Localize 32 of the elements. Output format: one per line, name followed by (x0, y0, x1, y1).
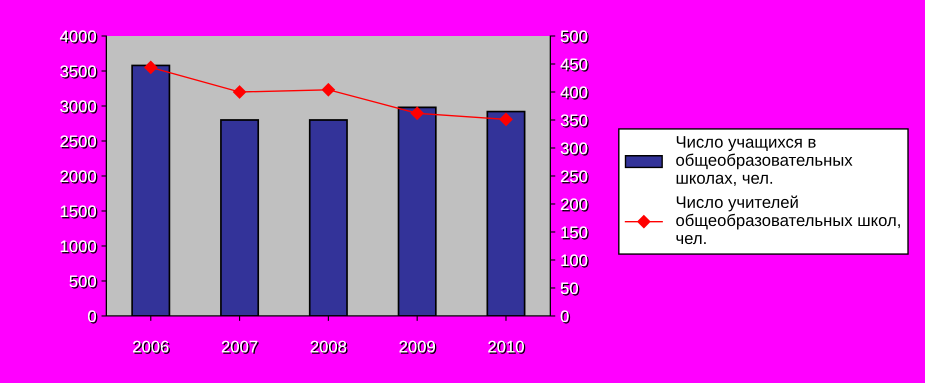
y-tick-label: 1500 (60, 205, 98, 219)
legend-label: Число учителей общеобразовательных школ, чел. (676, 196, 900, 244)
y2-tick-label: 100 (561, 254, 589, 268)
y-tick-label: 2000 (60, 170, 98, 184)
y-tick-label: 3500 (60, 65, 98, 79)
x-tick-label: 2010 (488, 340, 526, 354)
point (232, 85, 246, 99)
x-tick-label: 2009 (399, 340, 436, 354)
y2-tick-label: 0 (560, 310, 570, 324)
y2-tick-label: 450 (560, 58, 589, 72)
y-tick-label: 0 (88, 310, 98, 324)
legend-label: Число учащихся в общеобразовательных школах, чел. (676, 136, 852, 186)
x-tick-label: 2007 (222, 340, 259, 354)
x-tick-label: 2006 (133, 340, 170, 354)
point (410, 106, 424, 120)
y2-tick-label: 250 (560, 170, 589, 184)
point (144, 60, 158, 74)
point (322, 83, 335, 96)
y2-tick-label: 50 (560, 282, 580, 296)
y-tick-label: 4000 (60, 30, 98, 44)
y-tick-label: 3000 (60, 100, 98, 114)
y2-tick-label: 500 (560, 30, 589, 44)
x-tick-label: 2008 (310, 340, 348, 354)
y-tick-label: 2500 (60, 135, 98, 149)
y2-tick-label: 150 (561, 226, 589, 240)
y-tick-label: 1000 (60, 240, 98, 254)
y2-tick-label: 350 (560, 114, 589, 128)
y2-tick-label: 300 (560, 142, 589, 156)
y2-tick-label: 200 (560, 198, 589, 212)
point (499, 112, 513, 126)
y2-tick-label: 400 (560, 86, 589, 100)
y-tick-label: 500 (70, 275, 98, 289)
